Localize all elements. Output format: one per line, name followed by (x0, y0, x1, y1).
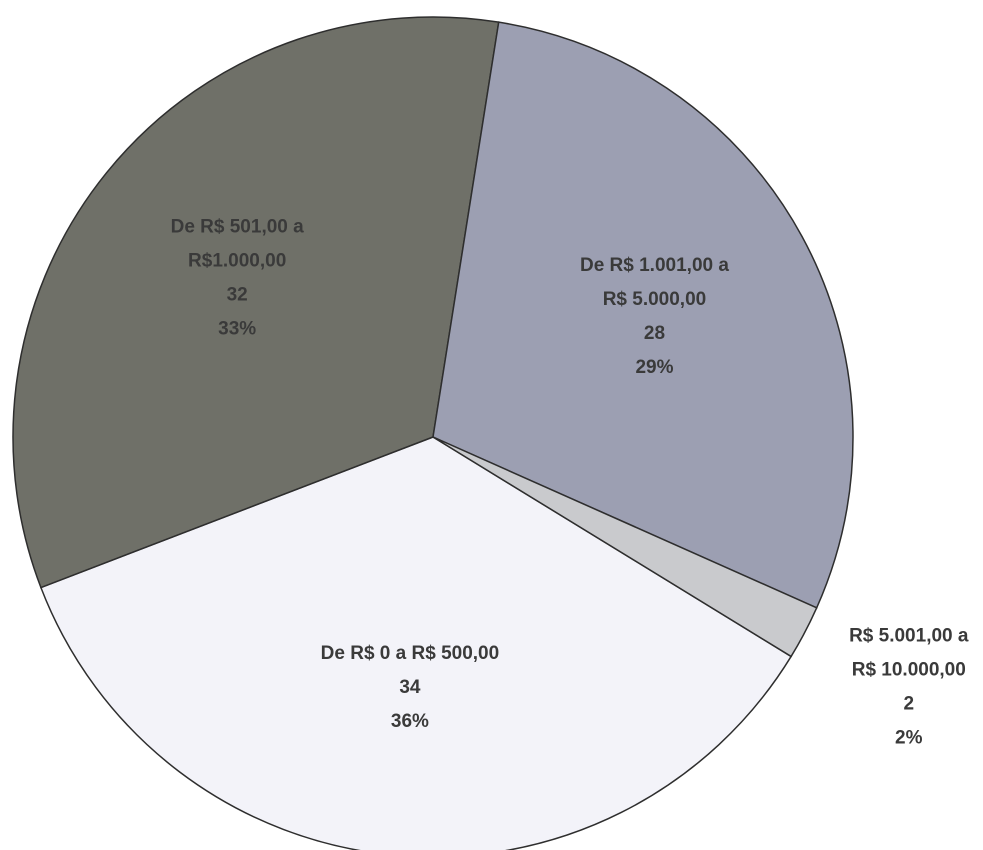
pie-slice (12, 16, 500, 589)
pie-slice (432, 21, 854, 609)
slice-label: 29% (635, 357, 673, 378)
slice-label: 28 (644, 323, 665, 344)
pie-slice (39, 436, 793, 850)
slice-label: De R$ 1.001,00 a (580, 255, 729, 276)
slice-label: R$ 5.001,00 a (849, 625, 969, 646)
slice-label: R$1.000,00 (188, 250, 286, 271)
slice-label: De R$ 501,00 a (171, 216, 305, 237)
slice-label: 32 (227, 284, 248, 305)
slice-label: 36% (391, 711, 429, 732)
slice-label: R$ 5.000,00 (603, 289, 707, 310)
slice-label: 2% (895, 727, 923, 748)
slice-label: 2 (903, 693, 914, 714)
slice-label: De R$ 0 a R$ 500,00 (321, 643, 500, 664)
slice-label: R$ 10.000,00 (852, 659, 966, 680)
slice-label: 33% (218, 318, 256, 339)
slice-label: 34 (399, 677, 421, 698)
pie-slice (432, 436, 818, 658)
